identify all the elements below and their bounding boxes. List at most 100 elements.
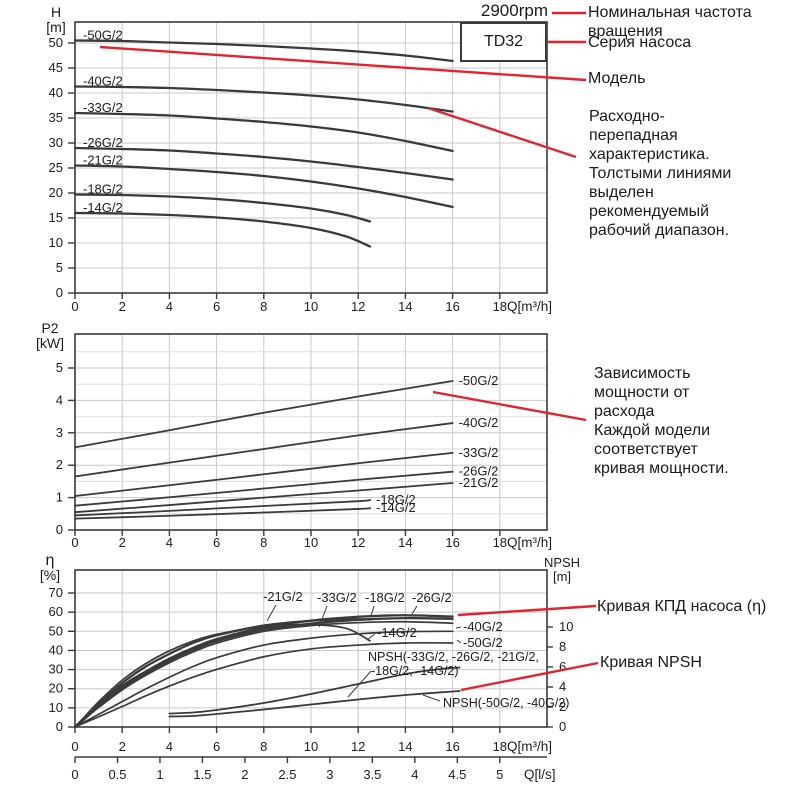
power-callout-line bbox=[432, 390, 587, 422]
curve--26G/2 bbox=[74, 470, 454, 507]
tick-label: 14 bbox=[398, 739, 412, 754]
curve-label: -18G/2 bbox=[376, 492, 416, 507]
tick-label: 30 bbox=[49, 135, 63, 150]
curve--21G/2 bbox=[74, 482, 454, 514]
tick-label: 5 bbox=[496, 767, 503, 782]
callout-model: Модель bbox=[588, 70, 646, 87]
tick-label: 0 bbox=[56, 522, 63, 537]
tick-label: 3 bbox=[56, 425, 63, 440]
tick-label: 2 bbox=[119, 299, 126, 314]
tick-label: 4 bbox=[559, 679, 566, 694]
tick-label: 4 bbox=[411, 767, 418, 782]
curve-label: -21G/2 bbox=[83, 153, 123, 168]
tick-label: 0.5 bbox=[108, 767, 126, 782]
curve--50G/2 bbox=[74, 641, 454, 728]
tick-label: 20 bbox=[49, 681, 63, 696]
npsh-callout-line bbox=[460, 661, 599, 692]
label-leader-line bbox=[370, 605, 375, 617]
curve-label: -33G/2 bbox=[83, 100, 123, 115]
curve-label: -50G/2 bbox=[83, 28, 123, 43]
tick-label: 4 bbox=[56, 392, 63, 407]
curve--18G/2 bbox=[73, 618, 372, 729]
x-axis-unit-label: Q[m³/h] bbox=[507, 299, 552, 314]
label-leader-line bbox=[266, 604, 277, 622]
curve-label: -40G/2 bbox=[459, 415, 499, 430]
tick-label: 12 bbox=[351, 535, 365, 550]
label-leader-line bbox=[411, 605, 418, 615]
curve-label: -26G/2 bbox=[83, 135, 123, 150]
tick-label: 6 bbox=[559, 659, 566, 674]
curve-label: -18G/2 bbox=[365, 590, 405, 605]
tick-label: 5 bbox=[56, 360, 63, 375]
tick-label: 2 bbox=[119, 535, 126, 550]
flowhead-callout-line bbox=[427, 106, 577, 159]
curve--40G/2 bbox=[74, 422, 454, 478]
curve-label: -14G/2 bbox=[83, 200, 123, 215]
tick-label: 14 bbox=[398, 535, 412, 550]
curve--14G/2 bbox=[74, 623, 371, 728]
x-axis-unit-label: Q[m³/h] bbox=[507, 739, 552, 754]
tick-label: 50 bbox=[49, 623, 63, 638]
curve-label: -21G/2 bbox=[459, 475, 499, 490]
curve--50G/2 bbox=[73, 39, 454, 63]
curve-label: -33G/2 bbox=[317, 590, 357, 605]
curve-label: -26G/2 bbox=[412, 590, 452, 605]
curve-label: -33G/2 bbox=[459, 445, 499, 460]
tick-label: 10 bbox=[559, 619, 573, 634]
curve--33G/2 bbox=[73, 111, 454, 153]
tick-label: 10 bbox=[49, 235, 63, 250]
tick-label: 20 bbox=[49, 185, 63, 200]
tick-label: 0 bbox=[559, 719, 566, 734]
tick-label: 8 bbox=[260, 299, 267, 314]
curve-label: -26G/2 bbox=[459, 464, 499, 479]
tick-label: 12 bbox=[351, 299, 365, 314]
tick-label: 45 bbox=[49, 60, 63, 75]
curve-label: -18G/2, -14G/2) bbox=[371, 664, 459, 678]
curve-label: -21G/2 bbox=[263, 589, 303, 604]
tick-label: 3.5 bbox=[363, 767, 381, 782]
tick-label: 0 bbox=[71, 767, 78, 782]
model-callout-line bbox=[99, 45, 587, 82]
tick-label: 70 bbox=[49, 585, 63, 600]
callout-npsh: Кривая NPSH bbox=[600, 654, 702, 671]
tick-label: 1.5 bbox=[193, 767, 211, 782]
npsh-axis-title: NPSH [m] bbox=[543, 555, 581, 584]
tick-label: 10 bbox=[304, 299, 318, 314]
curve--33G/2 bbox=[74, 620, 454, 728]
tick-label: 2 bbox=[56, 457, 63, 472]
tick-label: 16 bbox=[445, 299, 459, 314]
head-axis-title: H [m] bbox=[46, 4, 66, 35]
tick-label: 18 bbox=[493, 299, 507, 314]
tick-label: 3 bbox=[326, 767, 333, 782]
tick-label: 0 bbox=[71, 739, 78, 754]
npsh-curve bbox=[168, 666, 461, 715]
tick-label: 60 bbox=[49, 604, 63, 619]
tick-label: 0 bbox=[56, 719, 63, 734]
label-leader-line bbox=[422, 694, 441, 702]
tick-label: 14 bbox=[398, 299, 412, 314]
tick-label: 35 bbox=[49, 110, 63, 125]
callout-flow-head: Расходно- перепадная характеристика. Тол… bbox=[589, 108, 732, 239]
curve--26G/2 bbox=[73, 146, 454, 181]
tick-label: 6 bbox=[213, 739, 220, 754]
curve--50G/2 bbox=[74, 380, 454, 449]
tick-label: 10 bbox=[304, 535, 318, 550]
label-leader-line bbox=[347, 670, 372, 698]
tick-label: 2 bbox=[119, 739, 126, 754]
efficiency-axis-title: η [%] bbox=[39, 552, 61, 583]
curve-label: -50G/2 bbox=[463, 635, 503, 650]
efficiency-callout-line bbox=[457, 604, 597, 617]
tick-label: 50 bbox=[49, 35, 63, 50]
curve--40G/2 bbox=[73, 85, 454, 113]
power-axis-title: P2 [kW] bbox=[36, 320, 64, 351]
tick-label: 8 bbox=[559, 639, 566, 654]
curve-label: -40G/2 bbox=[83, 74, 123, 89]
curve-label: -18G/2 bbox=[83, 182, 123, 197]
tick-label: 2 bbox=[241, 767, 248, 782]
tick-label: 0 bbox=[56, 285, 63, 300]
tick-label: 30 bbox=[49, 662, 63, 677]
rated-speed-value: 2900rpm bbox=[480, 1, 548, 20]
curve--33G/2 bbox=[74, 451, 454, 497]
tick-label: 1 bbox=[56, 490, 63, 505]
tick-label: 10 bbox=[304, 739, 318, 754]
